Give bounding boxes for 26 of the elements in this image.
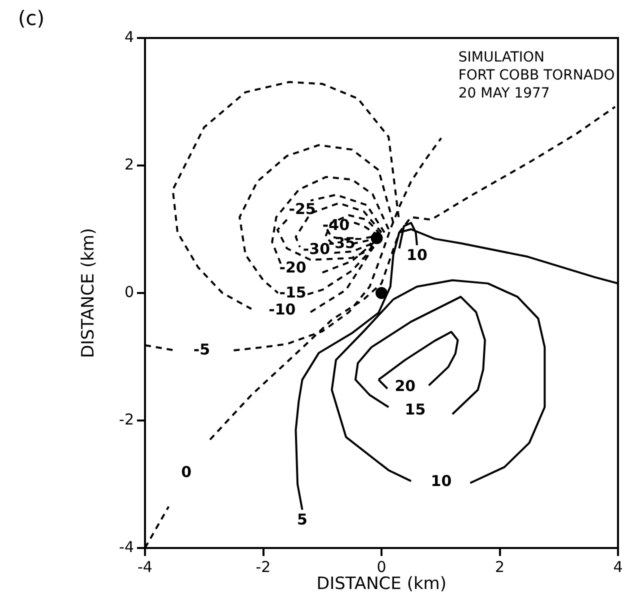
annotation: SIMULATION FORT COBB TORNADO 20 MAY 1977 [458, 49, 615, 102]
x-tick-label: 2 [494, 558, 505, 576]
series-label: 10 [406, 246, 428, 264]
series-label: -5 [193, 340, 210, 358]
x-tick-label: 0 [376, 558, 386, 576]
series-label: 10 [430, 472, 452, 490]
series-label: 15 [404, 400, 426, 419]
chart-title: (c) [18, 6, 45, 30]
series-label: 20 [394, 376, 416, 395]
y-tick-label: 4 [124, 28, 134, 46]
y-tick-label: -2 [119, 410, 134, 428]
y-axis-title: DISTANCE (km) [78, 228, 99, 358]
series-label: -15 [279, 284, 306, 302]
x-tick-label: -4 [138, 558, 152, 576]
x-tick-label: -2 [256, 558, 271, 576]
series-label: -10 [268, 300, 296, 318]
series-label: -20 [279, 258, 306, 276]
y-tick-label: 2 [124, 155, 134, 174]
x-axis-title: DISTANCE (km) [316, 574, 446, 594]
x-tick-label: 4 [613, 558, 623, 576]
series-label: -30 [302, 240, 330, 258]
y-tick-label: -4 [119, 538, 134, 556]
y-tick-label: 0 [124, 282, 134, 301]
series-label: 0 [181, 462, 192, 481]
series-label: -25 [288, 200, 316, 218]
series-label: 5 [297, 510, 308, 529]
